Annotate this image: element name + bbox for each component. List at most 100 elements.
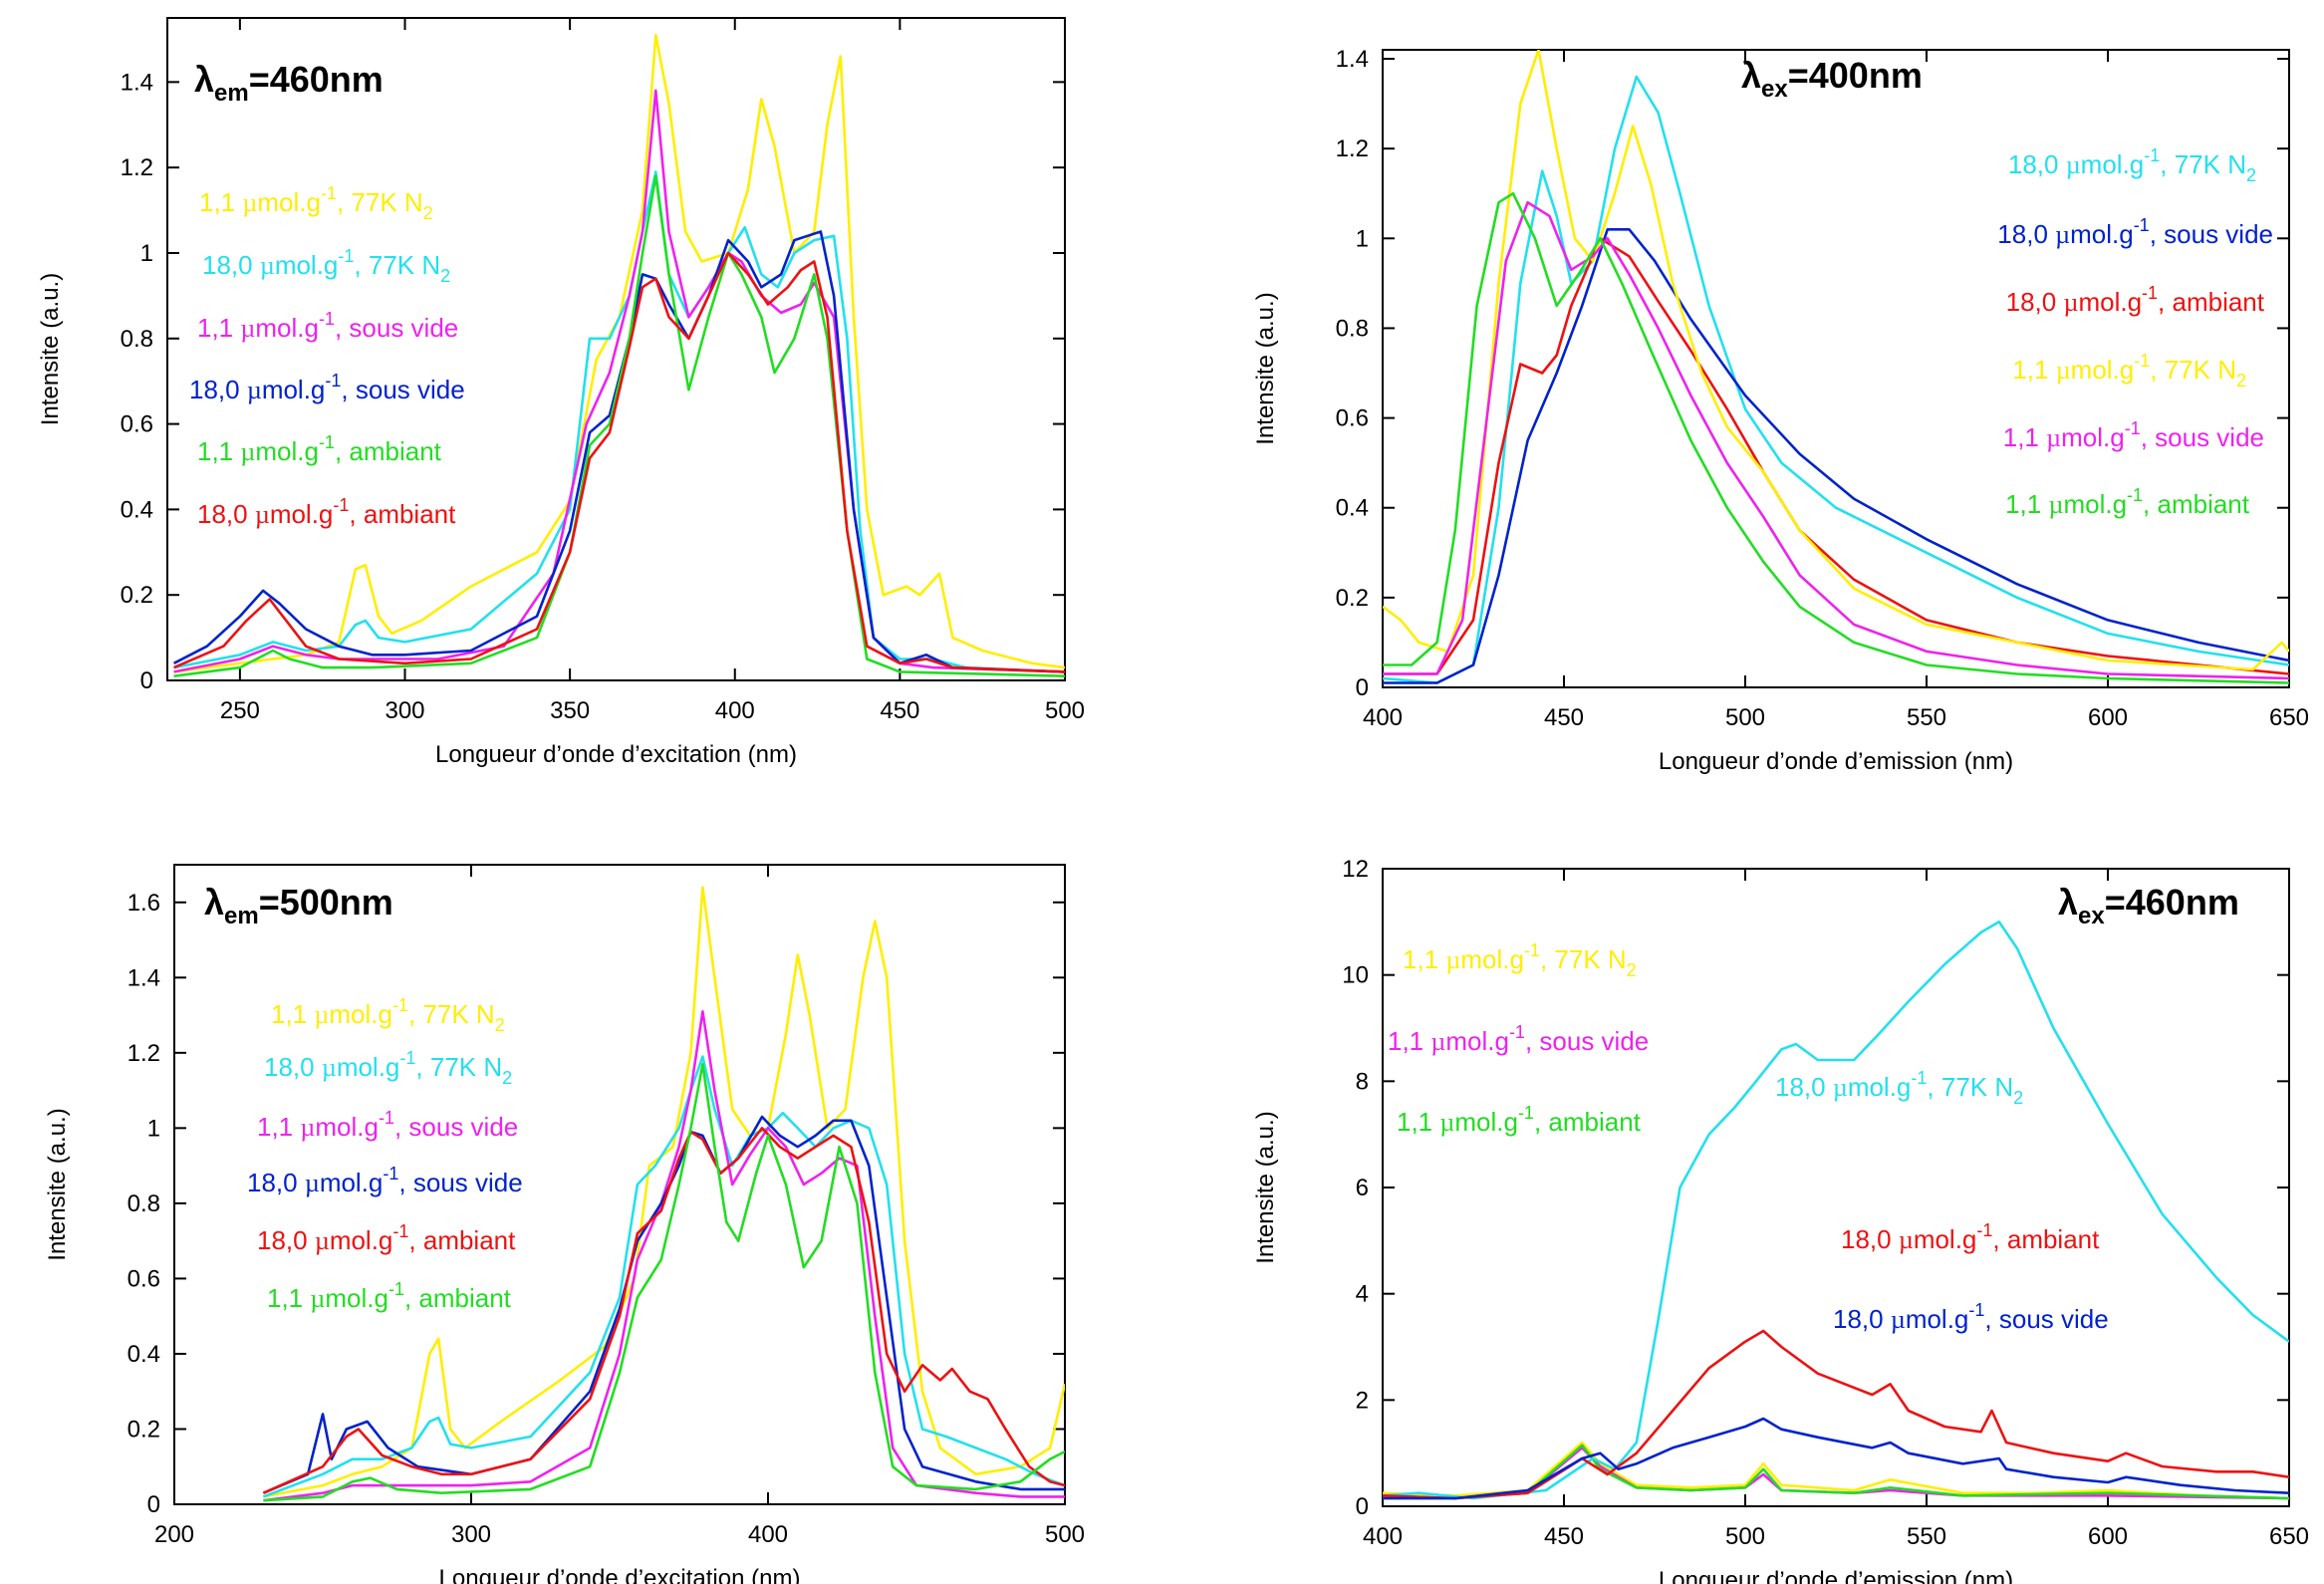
legend-entry: 1,1 µmol.g-1, ambiant <box>267 1279 512 1313</box>
legend-entry: 1,1 µmol.g-1, ambiant <box>2005 485 2250 519</box>
y-tick-label: 1.2 <box>1336 135 1369 162</box>
series-line-6 <box>263 1062 1065 1502</box>
y-tick-label: 0.4 <box>128 1341 160 1368</box>
series-line-4 <box>173 230 1065 673</box>
series-line-3 <box>1383 237 2289 675</box>
legend-entry: 18,0 µmol.g-1, 77K N2 <box>1775 1068 2023 1108</box>
series-line-2 <box>173 170 1065 673</box>
x-tick-label: 500 <box>1725 704 1765 731</box>
series-line-6 <box>173 251 1065 673</box>
legend-entry: 1,1 µmol.g-1, sous vide <box>197 309 458 343</box>
legend-entry: 1,1 µmol.g-1, 77K N2 <box>271 995 505 1035</box>
y-tick-label: 0.8 <box>1336 315 1369 342</box>
y-tick-label: 0.8 <box>128 1190 160 1217</box>
series-line-6 <box>1383 1417 2289 1500</box>
plot-frame <box>166 17 1066 681</box>
series-line-3 <box>263 1010 1065 1502</box>
legend-entry: 1,1 µmol.g-1, 77K N2 <box>1403 940 1637 980</box>
panel-title: λem=460nm <box>194 59 384 107</box>
legend-entry: 18,0 µmol.g-1, 77K N2 <box>2008 145 2256 185</box>
y-tick-label: 0.2 <box>128 1416 160 1443</box>
y-tick-label: 0.2 <box>1336 585 1369 612</box>
series-line-6 <box>1383 191 2289 684</box>
y-tick-label: 0.6 <box>1336 405 1369 432</box>
y-tick-label: 1 <box>147 1115 160 1142</box>
y-axis-label: Intensite (a.u.) <box>1252 292 1279 444</box>
y-tick-label: 0 <box>1356 674 1369 701</box>
legend-entry: 18,0 µmol.g-1, sous vide <box>247 1164 523 1197</box>
legend-entry: 18,0 µmol.g-1, ambiant <box>1841 1220 2100 1254</box>
y-axis-label: Intensite (a.u.) <box>44 1108 71 1260</box>
series-line-2 <box>1383 228 2289 684</box>
plot-frame <box>1382 49 2290 688</box>
x-axis-label: Longueur d’onde d’emission (nm) <box>1659 1567 2013 1584</box>
x-tick-label: 600 <box>2088 1523 2128 1550</box>
series-line-4 <box>1383 50 2289 671</box>
y-tick-label: 0.6 <box>128 1265 160 1292</box>
series-line-5 <box>173 174 1065 677</box>
y-tick-label: 1.4 <box>121 69 153 96</box>
legend-entry: 1,1 µmol.g-1, sous vide <box>257 1108 518 1142</box>
x-tick-label: 550 <box>1907 1523 1946 1550</box>
y-tick-label: 1 <box>1356 225 1369 252</box>
series-line-4 <box>1383 921 2289 1500</box>
legend-entry: 18,0 µmol.g-1, sous vide <box>1833 1300 2109 1334</box>
series-line-3 <box>1383 1444 2289 1500</box>
x-tick-label: 300 <box>385 697 424 724</box>
y-tick-label: 6 <box>1356 1175 1369 1201</box>
y-tick-label: 2 <box>1356 1387 1369 1414</box>
series-line-2 <box>262 1055 1065 1498</box>
legend-entry: 18,0 µmol.g-1, ambiant <box>257 1221 516 1255</box>
chart-panel-1: 250 300 350 400 450 500 0 0.2 0.4 0.6 0.8 1 1.2 1.4 Lo… <box>37 17 1085 768</box>
legend-entry: 18,0 µmol.g-1, ambiant <box>2006 283 2265 317</box>
legend-entry: 18,0 µmol.g-1, sous vide <box>1997 215 2273 249</box>
y-tick-label: 10 <box>1342 962 1369 989</box>
x-tick-label: 650 <box>2269 704 2309 731</box>
legend-entry: 18,0 µmol.g-1, ambiant <box>197 495 456 529</box>
x-tick-label: 500 <box>1045 697 1085 724</box>
legend-entry: 1,1 µmol.g-1, sous vide <box>1388 1022 1649 1056</box>
x-axis-label: Longueur d’onde d’excitation (nm) <box>439 1565 801 1584</box>
legend-entry: 18,0 µmol.g-1, sous vide <box>189 371 465 404</box>
y-tick-label: 1.4 <box>1336 46 1369 73</box>
panel-title: λex=400nm <box>1741 55 1923 103</box>
y-tick-label: 1.2 <box>121 154 153 181</box>
x-tick-label: 450 <box>1544 704 1584 731</box>
series-line-5 <box>1383 200 2289 680</box>
y-tick-label: 0 <box>1356 1493 1369 1520</box>
y-tick-label: 0.8 <box>121 326 153 353</box>
y-tick-label: 4 <box>1356 1281 1369 1308</box>
panel-title: λex=460nm <box>2058 882 2239 929</box>
chart-panel-4: 400 450 500 550 600 650 0 2 4 6 8 10 12 Longueur d’on… <box>1252 856 2309 1584</box>
y-tick-label: 0.4 <box>1336 495 1369 522</box>
series-line-1 <box>1383 1441 2289 1500</box>
y-tick-label: 1 <box>140 240 153 267</box>
x-axis-label: Longueur d’onde d’emission (nm) <box>1659 748 2013 775</box>
y-tick-label: 8 <box>1356 1068 1369 1095</box>
y-tick-label: 1.2 <box>128 1040 160 1067</box>
series-line-3 <box>173 89 1065 673</box>
x-tick-label: 400 <box>715 697 755 724</box>
x-tick-label: 550 <box>1907 704 1946 731</box>
series-line-1 <box>173 33 1065 673</box>
x-tick-label: 400 <box>1363 704 1403 731</box>
series-line-1 <box>1383 75 2289 684</box>
x-tick-label: 200 <box>154 1521 194 1548</box>
x-tick-label: 400 <box>1363 1523 1403 1550</box>
y-tick-label: 1.4 <box>128 964 160 991</box>
panel-title: λem=500nm <box>204 882 393 929</box>
legend-entry: 18,0 µmol.g-1, 77K N2 <box>202 246 450 286</box>
x-tick-label: 350 <box>550 697 590 724</box>
x-tick-label: 450 <box>1544 1523 1584 1550</box>
legend-entry: 1,1 µmol.g-1, sous vide <box>2003 418 2264 452</box>
y-tick-label: 0.2 <box>121 582 153 609</box>
x-tick-label: 300 <box>451 1521 491 1548</box>
legend-entry: 1,1 µmol.g-1, ambiant <box>1397 1103 1642 1137</box>
x-tick-label: 450 <box>880 697 919 724</box>
y-tick-label: 0.4 <box>121 496 153 523</box>
legend-entry: 1,1 µmol.g-1, 77K N2 <box>2012 351 2246 391</box>
y-tick-label: 1.6 <box>128 890 160 917</box>
y-tick-label: 0 <box>140 667 153 694</box>
x-tick-label: 650 <box>2269 1523 2309 1550</box>
series-line-4 <box>262 1115 1065 1494</box>
